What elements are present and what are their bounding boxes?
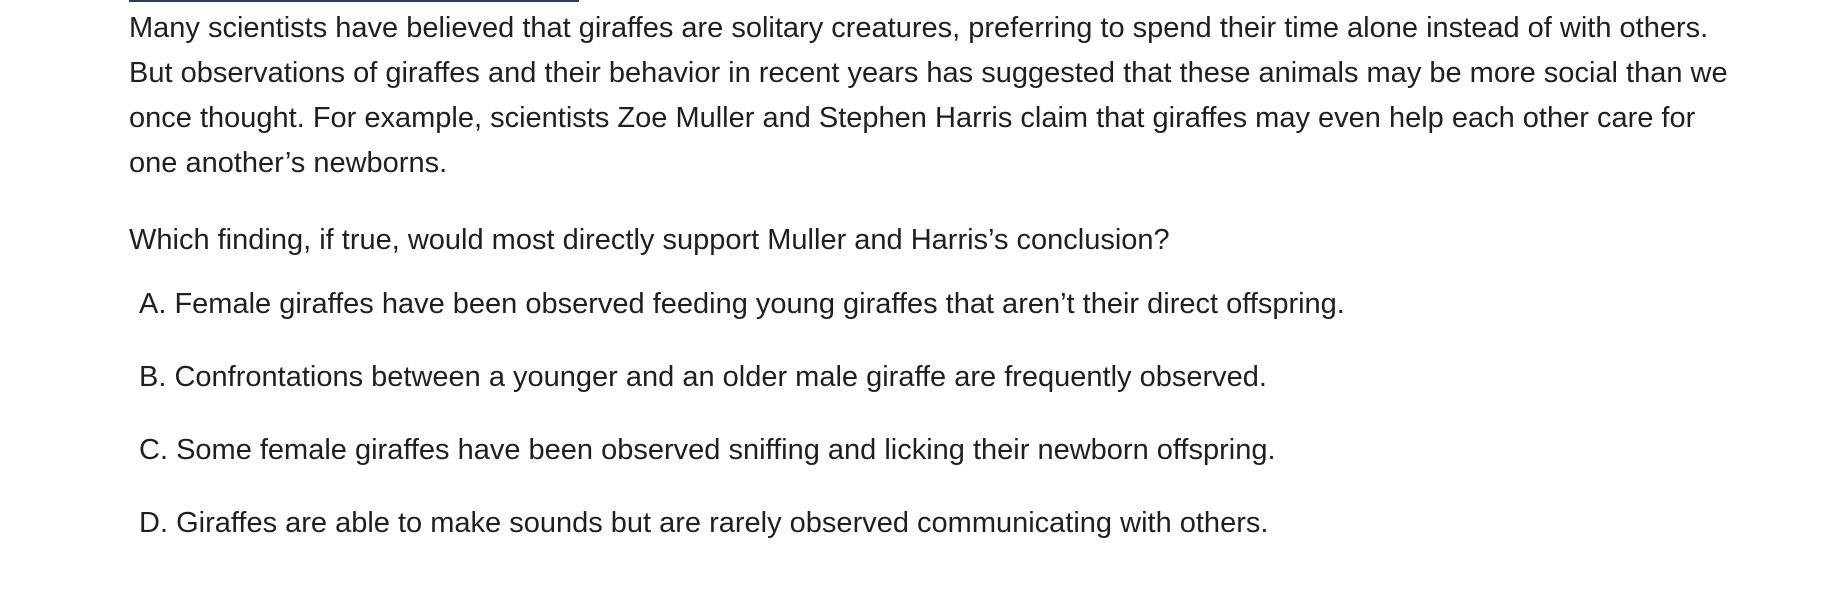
- answer-choice-c[interactable]: C. Some female giraffes have been observ…: [139, 428, 1739, 473]
- choice-text: Confrontations between a younger and an …: [174, 361, 1267, 393]
- choice-letter: A.: [139, 288, 167, 320]
- question-stem: Which finding, if true, would most direc…: [129, 224, 1170, 256]
- choice-text: Some female giraffes have been observed …: [176, 434, 1276, 466]
- answer-choices: A. Female giraffes have been observed fe…: [139, 282, 1739, 574]
- choice-letter: B.: [139, 361, 167, 393]
- choice-text: Giraffes are able to make sounds but are…: [176, 507, 1269, 539]
- answer-choice-a[interactable]: A. Female giraffes have been observed fe…: [139, 282, 1739, 327]
- answer-choice-d[interactable]: D. Giraffes are able to make sounds but …: [139, 501, 1739, 546]
- choice-text: Female giraffes have been observed feedi…: [174, 288, 1345, 320]
- choice-letter: C.: [139, 434, 168, 466]
- choice-letter: D.: [139, 507, 168, 539]
- answer-choice-b[interactable]: B. Confrontations between a younger and …: [139, 355, 1739, 400]
- top-divider: [129, 0, 579, 2]
- passage-text: Many scientists have believed that giraf…: [129, 12, 1728, 179]
